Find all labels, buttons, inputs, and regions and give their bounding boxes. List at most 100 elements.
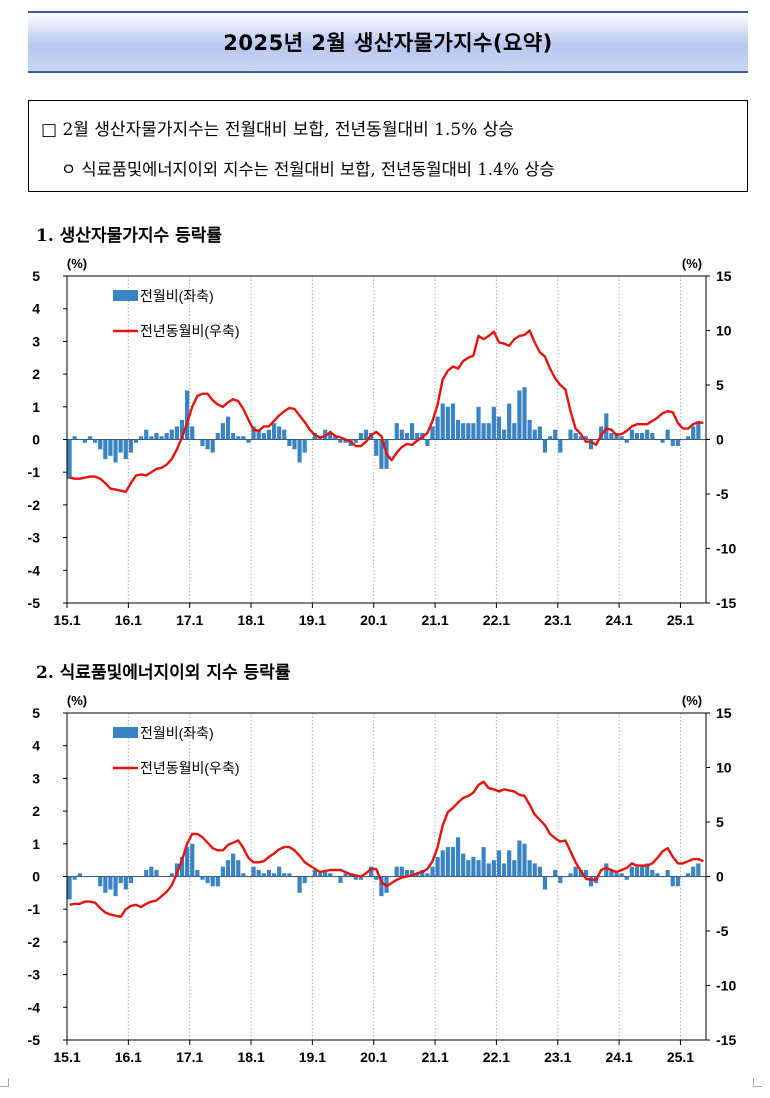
y-tick-label-left: 3 (32, 333, 40, 349)
bar-mom (496, 416, 502, 440)
bar-mom (251, 426, 256, 440)
bar-mom (236, 860, 241, 877)
bar-mom (154, 869, 159, 877)
x-tick-label: 20.1 (360, 1049, 387, 1065)
y-tick-label-right: -15 (716, 595, 736, 611)
bar-mom (645, 429, 650, 440)
bar-mom (358, 432, 364, 440)
legend-line-label: 전년동월비(우축) (140, 323, 239, 339)
bar-mom (277, 426, 282, 440)
bar-mom (323, 429, 328, 440)
bar-mom (190, 426, 195, 440)
x-tick-label: 15.1 (53, 1049, 80, 1065)
bar-mom (215, 432, 220, 440)
bar-mom (461, 853, 466, 877)
bar-mom (154, 432, 159, 440)
bar-mom (588, 439, 594, 450)
bar-mom (573, 432, 578, 440)
bar-mom (680, 876, 686, 878)
bar-mom (164, 876, 169, 878)
left-axis-unit: (%) (67, 256, 87, 271)
bar-mom (486, 863, 491, 877)
left-axis-unit: (%) (67, 693, 87, 708)
bar-mom (409, 869, 415, 877)
bar-mom (159, 876, 164, 878)
bar-mom (614, 873, 619, 877)
bar-mom (210, 876, 215, 887)
y-tick-label-left: 1 (32, 836, 40, 852)
bar-mom (409, 423, 415, 440)
y-tick-label-right: -15 (716, 1032, 736, 1048)
x-tick-label: 15.1 (53, 612, 80, 628)
plot-frame (66, 275, 707, 604)
bar-mom (491, 406, 496, 440)
bar-mom (517, 390, 522, 440)
bar-mom (72, 436, 77, 440)
bar-mom (241, 873, 246, 877)
summary-line-2: ㅇ 식료품및에너지이외 지수는 전월대비 보합, 전년동월대비 1.4% 상승 (61, 160, 555, 179)
bar-mom (77, 873, 82, 877)
bar-mom (660, 876, 665, 878)
bar-mom (87, 876, 93, 878)
right-axis-unit: (%) (682, 256, 702, 271)
y-tick-label-left: 0 (32, 869, 40, 885)
bar-mom (701, 439, 706, 441)
bar-mom (328, 873, 333, 877)
bar-mom (113, 876, 118, 897)
bar-mom (139, 436, 144, 440)
bar-mom (512, 423, 517, 440)
bar-mom (353, 439, 358, 443)
bar-mom (670, 439, 675, 447)
bar-mom (93, 439, 98, 443)
bar-mom (297, 876, 302, 893)
bar-mom (461, 423, 466, 440)
bar-mom (384, 876, 389, 893)
bar-mom (686, 873, 691, 877)
bar-mom (179, 856, 185, 877)
bar-mom (190, 843, 195, 877)
bar-mom (287, 873, 292, 877)
bar-mom (282, 429, 287, 440)
y-tick-label-left: 0 (32, 432, 40, 448)
bar-mom (256, 429, 261, 440)
bar-mom (353, 876, 358, 880)
bar-mom (655, 873, 660, 877)
bar-mom (445, 406, 450, 440)
bar-mom (455, 419, 461, 440)
y-tick-label-left: 5 (32, 268, 40, 284)
summary-line-1: □ 2월 생산자물가지수는 전월대비 보합, 전년동월대비 1.5% 상승 (41, 120, 515, 140)
x-tick-label: 19.1 (299, 1049, 326, 1065)
bar-mom (645, 863, 650, 877)
bar-mom (640, 866, 645, 877)
bar-mom (108, 439, 113, 456)
bar-mom (271, 423, 277, 440)
summary-box: □ 2월 생산자물가지수는 전월대비 보합, 전년동월대비 1.5% 상승 ㅇ … (28, 100, 748, 192)
bar-mom (425, 873, 430, 877)
bar-mom (696, 863, 701, 877)
bar-mom (363, 876, 369, 878)
bar-mom (82, 439, 87, 443)
bar-mom (599, 876, 604, 878)
bar-mom (225, 416, 231, 440)
bar-mom (466, 860, 471, 877)
bar-mom (266, 429, 272, 440)
bar-mom (568, 873, 573, 877)
bar-mom (634, 432, 640, 440)
bar-mom (629, 429, 634, 440)
bar-mom (215, 876, 220, 887)
y-tick-label-right: -5 (716, 923, 729, 939)
bar-mom (369, 866, 374, 877)
bar-mom (481, 423, 486, 440)
bar-mom (72, 876, 77, 880)
bar-mom (471, 423, 476, 440)
bar-mom (82, 876, 87, 878)
bar-mom (139, 876, 144, 878)
y-tick-label-right: 15 (716, 268, 732, 284)
legend-bar-label: 전월비(좌축) (140, 725, 214, 741)
bar-mom (583, 869, 588, 877)
section-title-2: 2. 식료품및에너지이외 지수 등락률 (36, 663, 291, 683)
x-tick-label: 25.1 (667, 612, 694, 628)
bar-mom (553, 869, 558, 877)
bar-mom (435, 856, 440, 877)
bar-mom (430, 866, 435, 877)
